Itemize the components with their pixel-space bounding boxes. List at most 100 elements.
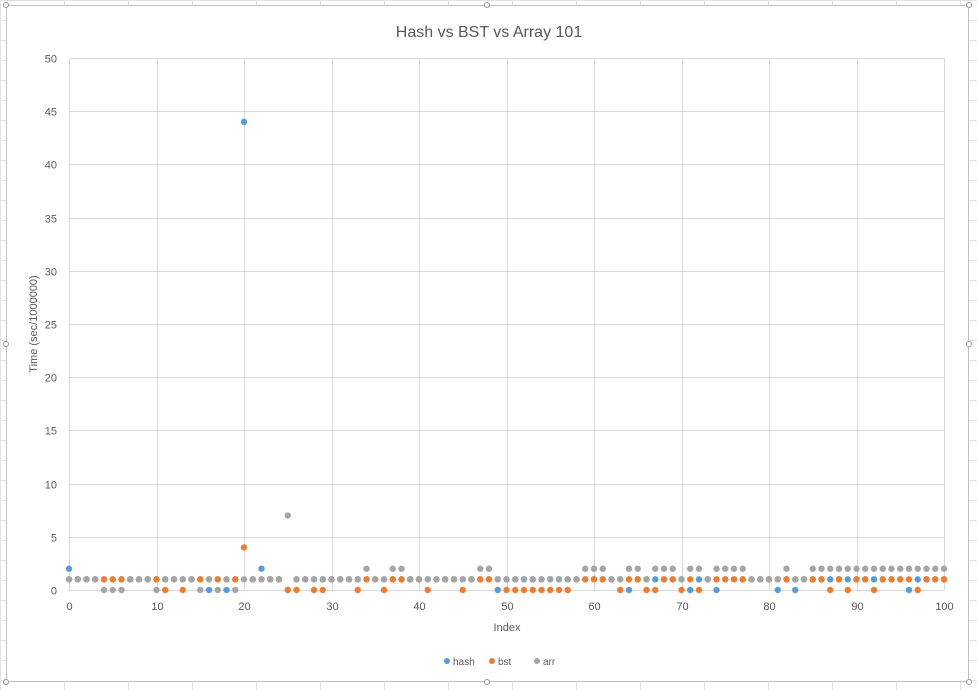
arr-point bbox=[310, 576, 318, 583]
legend-marker bbox=[489, 658, 495, 664]
bst-point bbox=[660, 576, 668, 583]
bst-point bbox=[879, 576, 886, 583]
x-tick-label: 10 bbox=[151, 601, 163, 613]
resize-handle-middle-right[interactable] bbox=[966, 341, 972, 347]
arr-point bbox=[660, 565, 668, 572]
arr-point bbox=[380, 576, 388, 583]
legend-item-hash[interactable]: hash bbox=[444, 657, 475, 668]
arr-point bbox=[109, 586, 116, 594]
bst-point bbox=[818, 576, 825, 583]
arr-point bbox=[888, 565, 895, 572]
arr-point bbox=[415, 576, 423, 583]
bst-point bbox=[695, 586, 703, 594]
arr-point bbox=[739, 565, 746, 572]
arr-point bbox=[853, 565, 860, 572]
bst-point bbox=[293, 586, 300, 594]
arr-point bbox=[144, 576, 151, 583]
arr-point bbox=[879, 565, 886, 572]
x-tick-label: 30 bbox=[326, 601, 338, 613]
arr-point bbox=[774, 576, 781, 583]
data-points bbox=[65, 118, 948, 594]
hash-point bbox=[687, 586, 694, 594]
bst-point bbox=[240, 544, 248, 551]
resize-handle-bottom-left[interactable] bbox=[3, 679, 9, 685]
resize-handle-top-center[interactable] bbox=[484, 2, 490, 8]
arr-point bbox=[897, 565, 904, 572]
bst-point bbox=[923, 576, 930, 583]
hash-point bbox=[844, 576, 851, 583]
legend-item-arr[interactable]: arr bbox=[534, 657, 556, 668]
bst-point bbox=[380, 586, 388, 594]
bst-point bbox=[827, 586, 834, 594]
y-tick-label: 50 bbox=[45, 54, 57, 66]
arr-point bbox=[442, 576, 449, 583]
arr-point bbox=[153, 586, 160, 594]
resize-handle-bottom-center[interactable] bbox=[484, 679, 490, 685]
arr-point bbox=[652, 565, 659, 572]
arr-point bbox=[223, 576, 230, 583]
resize-handle-top-right[interactable] bbox=[966, 2, 972, 8]
arr-point bbox=[214, 586, 221, 594]
bst-point bbox=[809, 576, 816, 583]
legend-item-bst[interactable]: bst bbox=[489, 657, 512, 668]
bst-point bbox=[354, 586, 361, 594]
y-tick-label: 45 bbox=[45, 107, 57, 119]
series-arr bbox=[65, 512, 948, 594]
resize-handle-top-left[interactable] bbox=[3, 2, 9, 8]
arr-point bbox=[135, 576, 143, 583]
bst-point bbox=[643, 586, 650, 594]
arr-point bbox=[92, 576, 99, 583]
bst-point bbox=[870, 586, 878, 594]
bst-point bbox=[730, 576, 738, 583]
y-tick-label: 5 bbox=[51, 533, 57, 545]
hash-point bbox=[774, 586, 781, 594]
arr-point bbox=[363, 565, 370, 572]
arr-point bbox=[494, 576, 501, 583]
legend-label: hash bbox=[453, 657, 475, 668]
bst-point bbox=[109, 576, 116, 583]
hash-point bbox=[65, 565, 73, 572]
bst-point bbox=[547, 586, 554, 594]
scatter-chart: Hash vs BST vs Array 101 0 5 10 15 20 25 30 35 4… bbox=[28, 24, 954, 668]
bst-point bbox=[590, 576, 598, 583]
legend[interactable]: hash bst arr bbox=[444, 657, 556, 668]
hash-point bbox=[695, 576, 703, 583]
arr-point bbox=[520, 576, 528, 583]
arr-point bbox=[275, 576, 283, 583]
x-tick-label: 90 bbox=[851, 601, 863, 613]
arr-point bbox=[783, 565, 790, 572]
plot-gridlines bbox=[69, 58, 945, 591]
arr-point bbox=[83, 576, 90, 583]
arr-point bbox=[687, 565, 694, 572]
bst-point bbox=[363, 576, 370, 583]
arr-point bbox=[197, 586, 204, 594]
resize-handle-bottom-right[interactable] bbox=[966, 679, 972, 685]
bst-point bbox=[897, 576, 904, 583]
arr-point bbox=[923, 565, 930, 572]
legend-marker bbox=[534, 658, 540, 664]
bst-point bbox=[118, 576, 125, 583]
bst-point bbox=[389, 576, 396, 583]
bst-point bbox=[722, 576, 729, 583]
arr-point bbox=[328, 576, 335, 583]
arr-point bbox=[389, 565, 396, 572]
arr-point bbox=[407, 576, 414, 583]
bst-point bbox=[197, 576, 204, 583]
bst-point bbox=[905, 576, 913, 583]
bst-point bbox=[669, 576, 676, 583]
arr-point bbox=[398, 565, 405, 572]
arr-point bbox=[127, 576, 134, 583]
arr-point bbox=[678, 576, 685, 583]
arr-point bbox=[625, 565, 633, 572]
resize-handle-middle-left[interactable] bbox=[3, 341, 9, 347]
bst-point bbox=[599, 576, 606, 583]
arr-point bbox=[757, 576, 764, 583]
bst-point bbox=[564, 586, 571, 594]
arr-point bbox=[302, 576, 309, 583]
x-axis-tick-labels: 0 10 20 30 40 50 60 70 80 90 100 bbox=[66, 601, 953, 613]
arr-point bbox=[240, 576, 248, 583]
chart-area[interactable]: Hash vs BST vs Array 101 0 5 10 15 20 25 30 35 4… bbox=[3, 2, 972, 685]
hash-point bbox=[223, 586, 230, 594]
arr-point bbox=[608, 576, 615, 583]
hash-point bbox=[494, 586, 501, 594]
